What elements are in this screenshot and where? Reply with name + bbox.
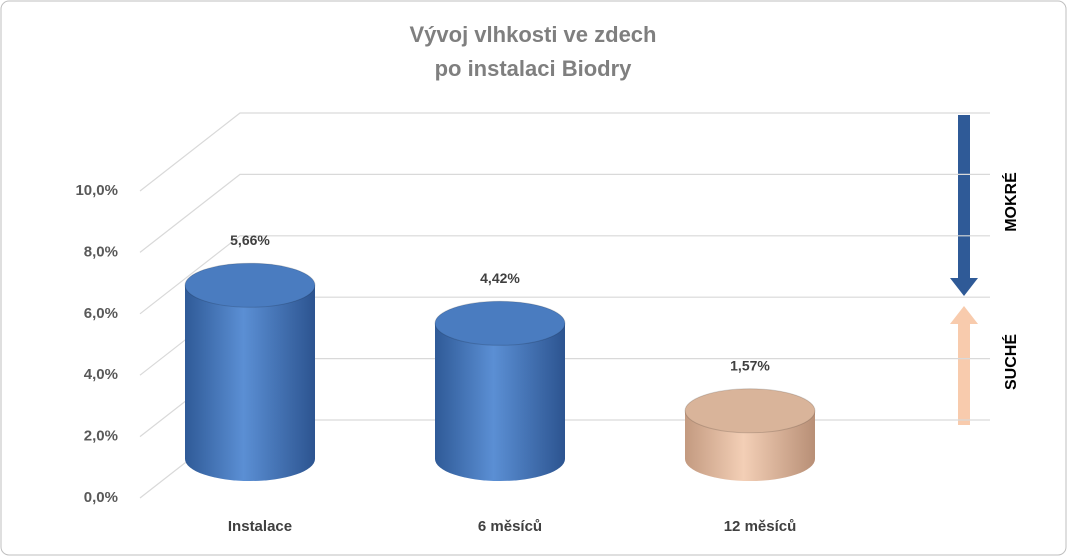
bar-part [684, 388, 816, 434]
bar-part [184, 262, 316, 308]
grid-line [139, 112, 990, 192]
bar [684, 388, 816, 481]
x-tick-label: 6 měsíců [478, 518, 542, 535]
y-tick-label: 4,0% [84, 366, 118, 383]
y-tick-label: 0,0% [84, 489, 118, 506]
value-label: 4,42% [480, 270, 520, 286]
bar-part [185, 285, 315, 481]
annotation: SUCHÉ [1001, 334, 1020, 390]
y-tick-label: 8,0% [84, 243, 118, 260]
wet-arrow [950, 115, 978, 296]
x-tick-label: 12 měsíců [724, 518, 797, 535]
y-tick-label: 2,0% [84, 428, 118, 445]
x-tick-label: Instalace [228, 518, 292, 535]
annotation: MOKRÉ [1001, 172, 1020, 232]
chart-title: po instalaci Biodry [435, 56, 633, 81]
y-tick-label: 6,0% [84, 305, 118, 322]
dry-arrow [950, 306, 978, 425]
bar [184, 262, 316, 481]
bar-part [435, 323, 565, 481]
grid-line [139, 173, 990, 253]
bar [434, 300, 566, 481]
grid-line [139, 235, 990, 315]
chart-title: Vývoj vlhkosti ve zdech [410, 22, 657, 47]
bar-part [434, 300, 566, 346]
value-label: 5,66% [230, 232, 270, 248]
value-label: 1,57% [730, 358, 770, 374]
y-tick-label: 10,0% [75, 182, 118, 199]
